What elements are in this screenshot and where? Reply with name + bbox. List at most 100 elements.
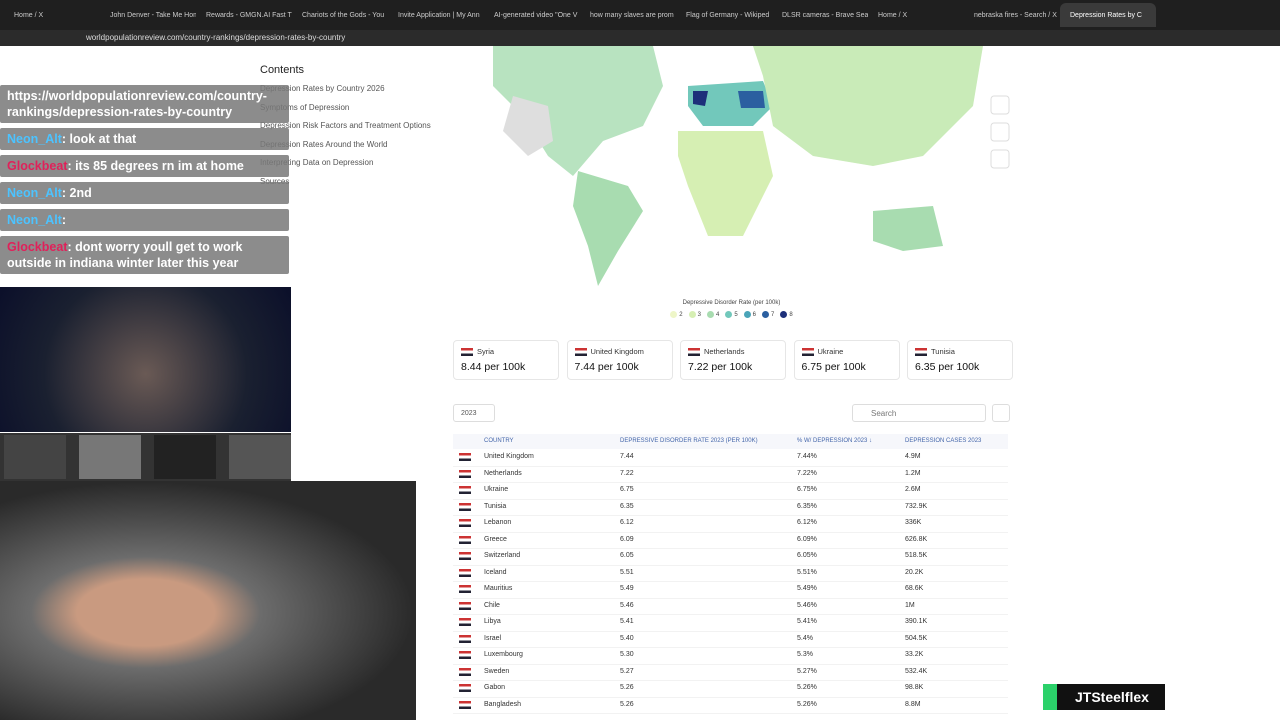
table-cell: Netherlands: [484, 469, 522, 477]
table-cell: Iceland: [484, 568, 507, 576]
column-header[interactable]: DEPRESSIVE DISORDER RATE 2023 (PER 100K): [620, 438, 758, 444]
table-cell: 68.6K: [905, 585, 924, 592]
table-row: Mauritius 5.49 5.49% 68.6K: [453, 581, 1008, 599]
table-cell: 5.27%: [797, 667, 817, 675]
contents-link[interactable]: Sources: [260, 176, 290, 186]
browser-tab[interactable]: DLSR cameras - Brave Sea: [782, 11, 868, 19]
address-bar[interactable]: worldpopulationreview.com/country-rankin…: [0, 30, 1280, 46]
table-cell: 504.5K: [905, 634, 928, 642]
legend-label: 5: [734, 311, 738, 318]
table-cell: 532.4K: [905, 667, 928, 675]
browser-tab[interactable]: Depression Rates by C: [1060, 3, 1156, 27]
stat-card[interactable]: Tunisia 6.35 per 100k: [907, 340, 1013, 380]
contents-link[interactable]: Depression Rates by Country 2026: [260, 84, 385, 93]
table-cell: 6.12%: [797, 519, 817, 526]
column-header[interactable]: DEPRESSION CASES 2023: [905, 438, 982, 444]
flag-icon: [459, 469, 471, 478]
table-row: Luxembourg 5.30 5.3% 33.2K: [453, 647, 1008, 665]
avatar: [229, 435, 291, 479]
zoom-in[interactable]: [990, 95, 1010, 115]
table-cell: 6.05: [620, 552, 634, 559]
legend-item: 4: [706, 311, 720, 318]
contents-link[interactable]: Depression Risk Factors and Treatment Op…: [260, 121, 431, 130]
chat-text: : look at that: [61, 132, 137, 146]
browser-tab[interactable]: Home / X: [14, 11, 44, 19]
fullscreen[interactable]: [990, 149, 1010, 169]
chat-message: https://worldpopulationreview.com/countr…: [0, 85, 289, 123]
contents-link[interactable]: Symptoms of Depression: [260, 102, 350, 112]
browser-tab[interactable]: Invite Application | My Ann: [398, 11, 480, 19]
browser-tab[interactable]: nebraska fires - Search / X: [974, 11, 1057, 19]
zoom-out[interactable]: [990, 122, 1010, 142]
legend-label: 4: [715, 311, 720, 318]
legend-swatch: [670, 311, 678, 318]
table-cell: 6.05%: [797, 552, 817, 559]
country-name: Netherlands: [704, 347, 745, 356]
column-header[interactable]: % W/ DEPRESSION 2023 ↓: [797, 438, 873, 444]
chat-text: : its 85 degrees rn im at home: [67, 159, 244, 173]
browser-tab[interactable]: John Denver - Take Me Hom: [110, 11, 196, 19]
flag-icon: [688, 347, 700, 356]
chat-message: Neon_Alt: 2nd: [0, 182, 289, 204]
table-cell: 732.9K: [905, 502, 928, 510]
stat-card[interactable]: Ukraine 6.75 per 100k: [793, 340, 900, 380]
table-cell: 5.49: [620, 585, 634, 592]
table-row: Libya 5.41 5.41% 390.1K: [453, 614, 1008, 632]
card-country: Netherlands: [688, 347, 778, 356]
table-cell: 5.51: [620, 568, 634, 576]
table-cell: 5.46%: [797, 601, 817, 609]
card-country: Ukraine: [801, 347, 892, 356]
flag-icon: [459, 601, 471, 610]
browser-tab[interactable]: Rewards - GMGN.AI Fast Tr: [206, 11, 292, 19]
tab-bar: Home / X John Denver - Take Me Hom Rewards…: [0, 0, 1280, 30]
table-cell: 7.44%: [797, 453, 817, 460]
browser-tab[interactable]: Flag of Germany - Wikiped: [686, 11, 770, 19]
chat-text: :: [61, 213, 67, 227]
contents-sidebar: Contents Depression Rates by Country 2026…: [260, 64, 431, 195]
chat-user: Neon_Alt: [7, 186, 62, 200]
contents-link[interactable]: Interpreting Data on Depression: [260, 158, 374, 167]
table-cell: Greece: [484, 535, 507, 543]
column-header[interactable]: COUNTRY: [484, 438, 514, 444]
chat-overlay: https://worldpopulationreview.com/countr…: [0, 85, 290, 279]
avatar: [154, 435, 216, 479]
table-cell: 336K: [905, 519, 922, 526]
table-cell: Bangladesh: [484, 700, 521, 708]
contents-link[interactable]: Depression Rates Around the World: [260, 139, 388, 149]
stat-card[interactable]: Syria 8.44 per 100k: [453, 340, 559, 380]
table-cell: 6.35%: [797, 502, 817, 510]
table-row: Tunisia 6.35 6.35% 732.9K: [453, 499, 1008, 516]
legend-label: 2: [679, 311, 683, 318]
table-cell: Mauritius: [484, 585, 513, 592]
table-cell: 5.26: [620, 700, 634, 708]
browser-tab[interactable]: Chariots of the Gods - You: [302, 11, 385, 19]
stat-card[interactable]: Netherlands 7.22 per 100k: [680, 340, 786, 380]
table-cell: 6.35: [620, 502, 634, 510]
table-cell: 5.41%: [797, 618, 817, 625]
legend-label: 6: [752, 311, 757, 318]
legend-item: 6: [743, 311, 757, 318]
browser-tab[interactable]: how many slaves are prom: [590, 11, 674, 19]
table-cell: 7.44: [620, 453, 634, 460]
chat-text: : 2nd: [61, 186, 92, 200]
year-select[interactable]: 2023: [453, 404, 495, 422]
webcam-streamer: [0, 481, 416, 720]
chat-user: Glockbeat: [7, 240, 68, 254]
download-button[interactable]: [992, 404, 1010, 422]
flag-icon: [459, 568, 471, 577]
url[interactable]: worldpopulationreview.com/country-rankin…: [86, 33, 346, 42]
flag-icon: [459, 519, 471, 527]
flag-icon: [459, 651, 471, 659]
table-row: Bangladesh 5.26 5.26% 8.8M: [453, 697, 1008, 714]
card-country: United Kingdom: [574, 347, 665, 356]
browser-tab[interactable]: Home / X: [878, 11, 908, 19]
browser-tab[interactable]: AI-generated video "One V: [494, 11, 578, 19]
stat-card[interactable]: United Kingdom 7.44 per 100k: [566, 340, 673, 380]
table-row: Switzerland 6.05 6.05% 518.5K: [453, 548, 1008, 566]
avatar-row: [0, 433, 291, 481]
search-input[interactable]: Search: [852, 404, 986, 422]
table-row: Gabon 5.26 5.26% 98.8K: [453, 680, 1008, 698]
table-cell: 98.8K: [905, 684, 924, 691]
